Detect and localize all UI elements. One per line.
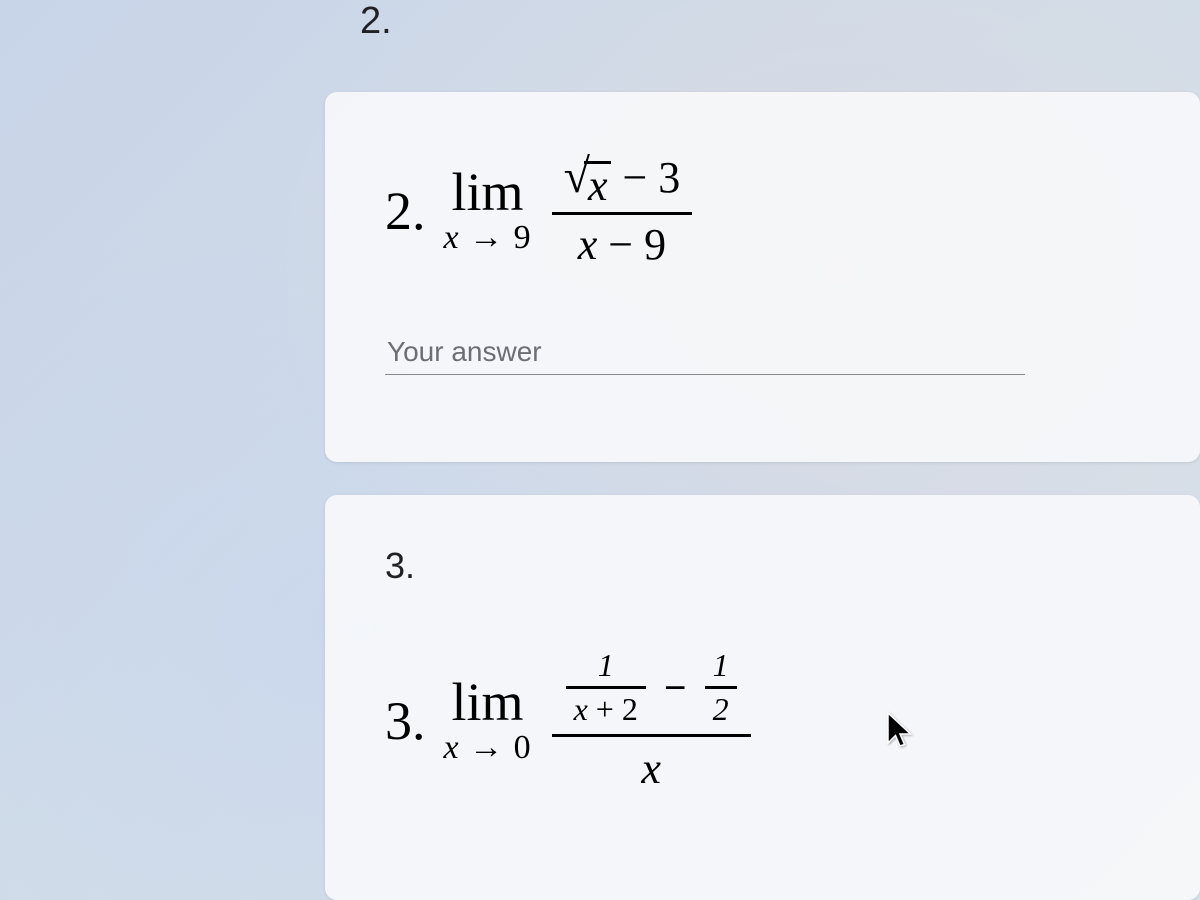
lim-sub-var-3: x [444, 729, 460, 766]
question-card-3: 3. 3. lim x → 0 1 x + 2 − 1 [325, 495, 1200, 900]
outer-fraction-3: 1 x + 2 − 1 2 x [552, 647, 751, 794]
denom-after: − 9 [597, 220, 666, 269]
lim-sub-arrow-3: → [460, 729, 514, 766]
limit-block-2: lim x → 9 [444, 165, 532, 256]
inner-fraction-right: 1 2 [705, 647, 737, 728]
inner-right-bar [705, 686, 737, 689]
outer-frac-numerator: 1 x + 2 − 1 2 [552, 647, 751, 728]
lim-sub-var: x [444, 219, 460, 256]
inner-left-bot-var: x [574, 691, 588, 727]
fraction-denominator: x − 9 [566, 219, 678, 270]
limit-block-3: lim x → 0 [444, 675, 532, 766]
fraction-bar [552, 212, 693, 215]
lim-subscript: x → 9 [444, 219, 532, 256]
question-card-2: 2. lim x → 9 √ x − 3 x − 9 [325, 92, 1200, 462]
lim-word-3: lim [452, 675, 524, 729]
outer-frac-denominator: x [641, 743, 661, 794]
lim-word: lim [452, 165, 524, 219]
inner-fraction-left: 1 x + 2 [566, 647, 646, 728]
question-label-3: 3. [385, 545, 1160, 587]
minus-sign: − [664, 664, 687, 711]
lim-subscript-3: x → 0 [444, 729, 532, 766]
outer-frac-bar [552, 734, 751, 737]
inner-right-bot: 2 [705, 691, 737, 728]
lim-sub-val-3: 0 [514, 729, 532, 766]
top-question-label: 2. [360, 0, 392, 43]
fraction-numerator: √ x − 3 [552, 152, 693, 208]
inner-right-top: 1 [705, 647, 737, 684]
math-expression-3: 3. lim x → 0 1 x + 2 − 1 2 [385, 647, 1160, 794]
denom-var: x [578, 220, 598, 269]
answer-input-2[interactable] [385, 330, 1025, 375]
answer-area-2 [385, 330, 1160, 375]
num-after: − 3 [611, 153, 680, 202]
fraction-2: √ x − 3 x − 9 [552, 152, 693, 270]
inner-left-bar [566, 686, 646, 689]
lim-sub-val: 9 [514, 219, 532, 256]
problem-number-3: 3. [385, 690, 426, 752]
sqrt-arg: x [584, 161, 612, 208]
inner-left-bot-after: + 2 [588, 691, 638, 727]
problem-number-2: 2. [385, 180, 426, 242]
sqrt-expression: √ x [564, 155, 612, 208]
inner-left-bot: x + 2 [566, 691, 646, 728]
lim-sub-arrow: → [460, 219, 514, 256]
math-expression-2: 2. lim x → 9 √ x − 3 x − 9 [385, 152, 1160, 270]
inner-left-top: 1 [590, 647, 622, 684]
